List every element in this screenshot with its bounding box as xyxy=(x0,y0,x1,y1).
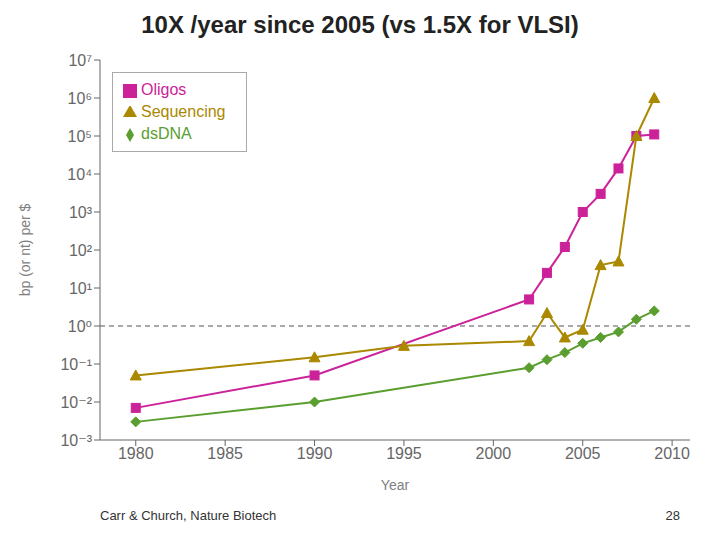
svg-text:10²: 10² xyxy=(69,242,93,259)
svg-text:10⁴: 10⁴ xyxy=(67,166,92,183)
svg-text:1985: 1985 xyxy=(207,445,243,462)
svg-text:1980: 1980 xyxy=(118,445,154,462)
svg-text:10⁵: 10⁵ xyxy=(68,128,92,145)
svg-text:10⁷: 10⁷ xyxy=(68,52,92,69)
svg-text:10⁻³: 10⁻³ xyxy=(60,432,92,449)
svg-text:bp (or nt) per $: bp (or nt) per $ xyxy=(17,203,33,296)
html-text:dsDNA: dsDNA xyxy=(141,125,192,142)
html-text:10X /year since 2005 (vs 1.5X: 10X /year since 2005 (vs 1.5X for VLSI) xyxy=(141,11,579,38)
svg-text:10⁻¹: 10⁻¹ xyxy=(60,356,92,373)
svg-text:1990: 1990 xyxy=(297,445,333,462)
svg-text:2005: 2005 xyxy=(565,445,601,462)
svg-text:2010: 2010 xyxy=(654,445,690,462)
html-text:Oligos: Oligos xyxy=(141,81,187,98)
svg-text:2000: 2000 xyxy=(476,445,512,462)
svg-text:10⁶: 10⁶ xyxy=(68,90,92,107)
html-text:Carr & Church, Nature Biotech: Carr & Church, Nature Biotech xyxy=(100,507,277,523)
svg-text:10³: 10³ xyxy=(69,204,93,221)
html-text:28: 28 xyxy=(665,507,680,523)
svg-text:10⁻²: 10⁻² xyxy=(60,394,92,411)
svg-text:1995: 1995 xyxy=(386,445,422,462)
svg-text:10¹: 10¹ xyxy=(69,280,92,297)
svg-text:10⁰: 10⁰ xyxy=(68,318,92,335)
html-text:Sequencing: Sequencing xyxy=(141,103,226,120)
svg-text:Year: Year xyxy=(381,477,410,493)
